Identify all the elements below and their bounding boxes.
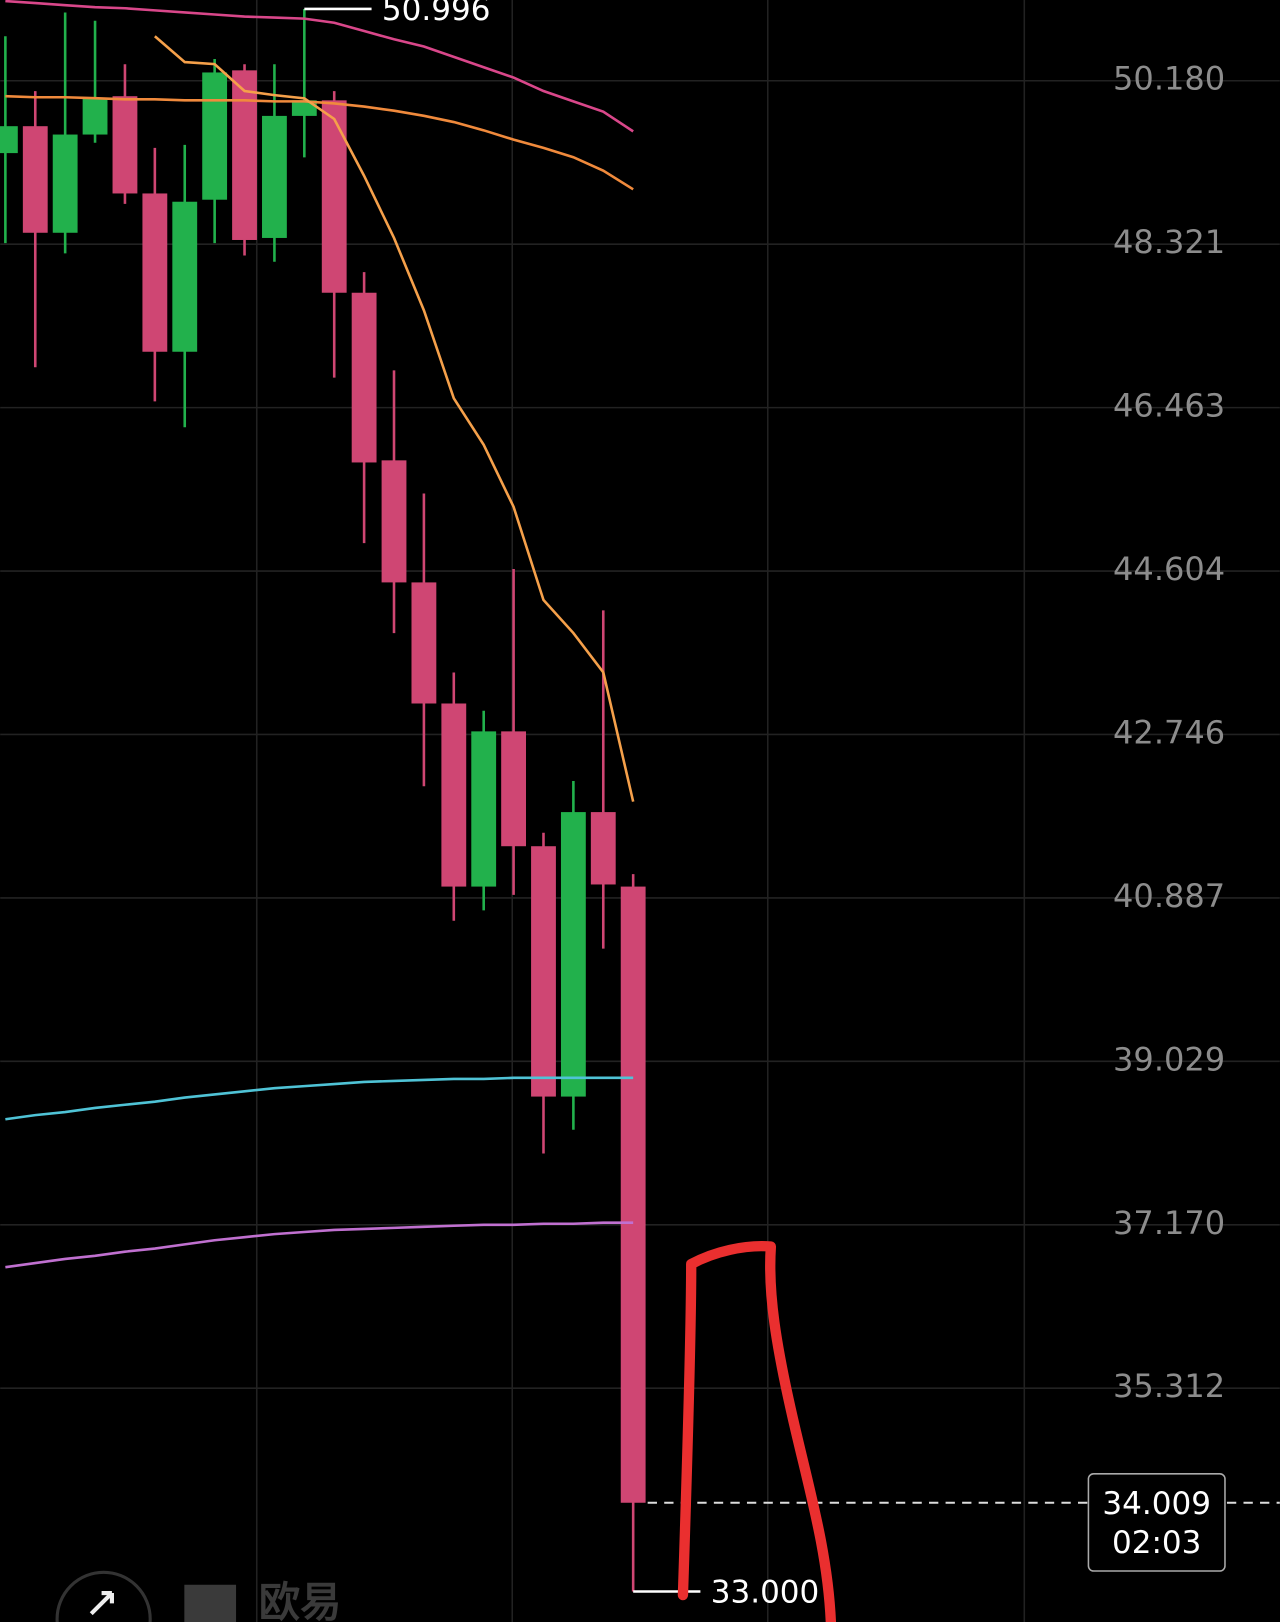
last-price-box: [1087, 1473, 1226, 1572]
candle-body: [471, 731, 497, 887]
max-label: 50.996: [382, 0, 491, 28]
logo-mark: [184, 1584, 237, 1622]
collapse-button[interactable]: [55, 1570, 152, 1622]
y-tick-label: 42.746: [1113, 713, 1225, 751]
collapse-icon: [89, 1590, 114, 1616]
y-tick-label: 35.312: [1113, 1367, 1225, 1405]
ma-line: [5, 0, 634, 133]
y-tick-label: 48.321: [1113, 223, 1225, 261]
candle-body: [411, 582, 437, 704]
y-tick-label: 39.029: [1113, 1040, 1225, 1078]
candle-body: [112, 96, 138, 194]
candle-body: [501, 731, 527, 847]
y-tick-label: 46.463: [1113, 387, 1225, 425]
candle-body: [22, 126, 48, 233]
candle-body: [172, 201, 198, 352]
ma-line: [154, 35, 635, 802]
min-label: 33.000: [711, 1575, 820, 1611]
candle-body: [560, 812, 586, 1097]
y-tick-label: 40.887: [1113, 877, 1225, 915]
y-tick-label: 50.180: [1113, 60, 1225, 98]
candle-body: [232, 70, 257, 240]
ma-line: [5, 94, 634, 191]
hand-drawn-mark: [677, 1240, 837, 1622]
candle-body: [0, 126, 18, 154]
candle-body: [620, 886, 646, 1503]
candle-body: [202, 72, 228, 200]
candle-body: [82, 98, 108, 135]
y-tick-label: 37.170: [1113, 1204, 1225, 1242]
last-price-label: 34.009: [1102, 1486, 1211, 1522]
candle-body: [441, 703, 467, 887]
candle-body: [381, 460, 407, 583]
ma-line: [5, 1221, 634, 1269]
candle-body: [52, 134, 78, 233]
candle-body: [142, 193, 168, 352]
candle-body: [321, 100, 347, 293]
watermark: 欧易: [259, 1578, 342, 1622]
candle-body: [351, 292, 377, 463]
ma-line: [5, 1076, 634, 1121]
candle-body: [291, 100, 317, 116]
candle-body: [590, 812, 616, 885]
y-tick-label: 44.604: [1113, 550, 1225, 588]
countdown: 02:03: [1112, 1525, 1201, 1561]
candle-body: [262, 115, 287, 238]
candle-body: [531, 846, 556, 1097]
